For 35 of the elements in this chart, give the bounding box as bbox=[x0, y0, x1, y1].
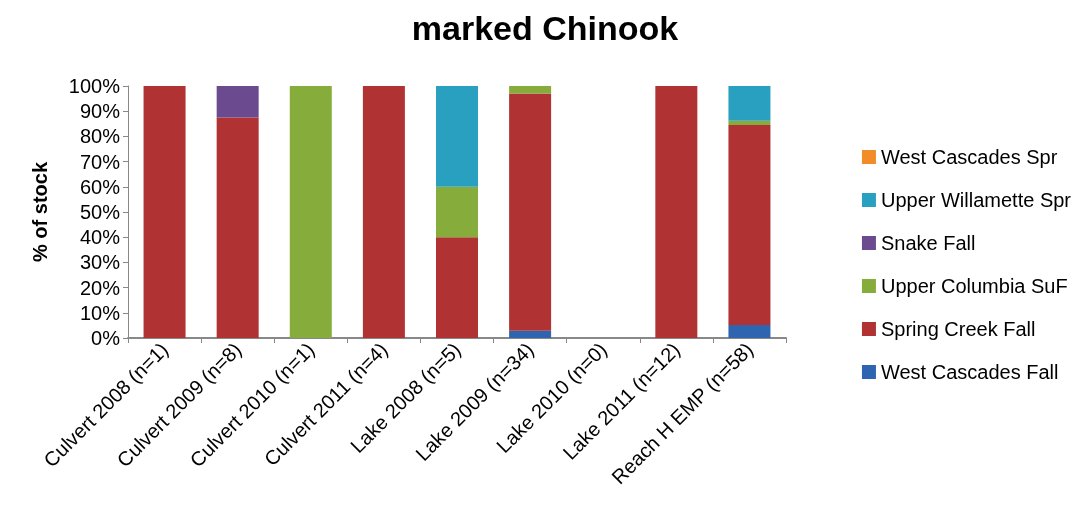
y-tick-label: 40% bbox=[79, 226, 121, 249]
bar bbox=[216, 117, 259, 338]
bar bbox=[728, 86, 771, 121]
bar bbox=[655, 86, 698, 338]
bar bbox=[362, 86, 405, 338]
y-tick-label: 90% bbox=[79, 100, 121, 123]
y-tick-label: 70% bbox=[79, 150, 121, 173]
bar bbox=[436, 186, 478, 238]
bar bbox=[289, 86, 332, 338]
bar bbox=[728, 324, 771, 338]
legend-label: Snake Fall bbox=[880, 232, 976, 254]
legend-label: West Cascades Spr bbox=[880, 146, 1058, 168]
legend-label: Upper Columbia SuF bbox=[880, 275, 1068, 297]
y-tick-label: 20% bbox=[79, 276, 121, 299]
bar bbox=[509, 330, 552, 338]
bar bbox=[509, 86, 552, 94]
chart-title: marked Chinook bbox=[411, 9, 679, 47]
y-axis-title: % of stock bbox=[29, 161, 51, 263]
y-tick-label: 50% bbox=[79, 201, 121, 223]
y-tick-label: 100% bbox=[68, 75, 121, 97]
bar bbox=[436, 86, 478, 187]
y-tick-label: 60% bbox=[79, 175, 121, 198]
y-tick-label: 0% bbox=[91, 327, 121, 349]
legend-label: Upper Willamette Spr bbox=[880, 189, 1072, 211]
bar bbox=[436, 237, 478, 338]
y-tick-label: 10% bbox=[79, 301, 121, 324]
bar bbox=[143, 86, 186, 338]
bar bbox=[728, 120, 771, 126]
y-tick-label: 30% bbox=[79, 251, 121, 274]
bar bbox=[509, 93, 552, 331]
bar bbox=[728, 125, 771, 325]
y-tick-label: 80% bbox=[79, 125, 121, 148]
bar bbox=[216, 86, 259, 118]
legend-label: West Cascades Fall bbox=[880, 361, 1059, 383]
legend-label: Spring Creek Fall bbox=[880, 318, 1036, 340]
